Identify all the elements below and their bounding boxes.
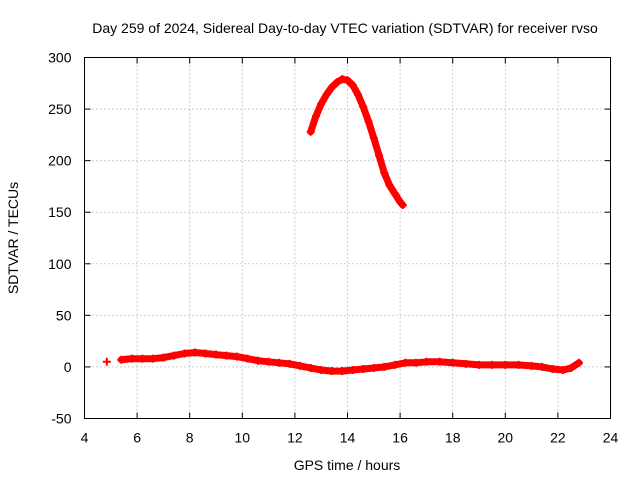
data-point	[501, 360, 510, 369]
data-point	[369, 363, 378, 372]
data-point	[475, 360, 483, 369]
data-point	[559, 366, 568, 375]
data-point	[296, 361, 305, 370]
y-tick-label: 100	[48, 256, 72, 272]
x-tick-label: 24	[603, 430, 619, 446]
data-point	[538, 362, 547, 371]
data-point	[354, 90, 363, 99]
data-point	[343, 76, 352, 85]
data-point	[138, 354, 147, 363]
data-point	[317, 99, 326, 108]
x-tick-label: 4	[81, 430, 89, 446]
data-point	[348, 81, 357, 90]
x-axis-label: GPS time / hours	[294, 457, 401, 473]
x-tick-label: 18	[445, 430, 461, 446]
data-point	[306, 363, 315, 372]
data-point	[422, 357, 431, 366]
data-point	[148, 354, 157, 363]
data-point	[190, 348, 199, 357]
data-point	[359, 364, 368, 373]
data-point	[435, 357, 444, 366]
data-point	[448, 358, 457, 367]
x-tick-label: 20	[498, 430, 514, 446]
plot-frame	[84, 57, 611, 419]
y-tick-label: 200	[48, 153, 72, 169]
data-point	[311, 112, 320, 121]
data-point	[380, 169, 389, 178]
data-point	[254, 356, 263, 365]
data-point	[380, 362, 389, 371]
data-point	[567, 363, 576, 372]
data-point	[461, 359, 470, 368]
data-point	[201, 349, 210, 358]
data-point	[527, 361, 536, 370]
y-tick-label: 250	[48, 101, 72, 117]
data-point	[548, 364, 557, 373]
data-point	[169, 351, 178, 360]
data-point	[264, 357, 273, 366]
data-point	[222, 351, 231, 360]
data-point	[369, 133, 378, 142]
data-point	[180, 349, 189, 358]
x-tick-label: 14	[340, 430, 356, 446]
y-tick-labels: -50 0 50 100 150 200 250 300	[48, 50, 72, 427]
data-point	[375, 151, 384, 160]
x-tick-label: 16	[392, 430, 408, 446]
series-low	[117, 348, 583, 376]
data-point	[338, 75, 347, 84]
data-point	[159, 353, 168, 362]
data-point	[322, 90, 331, 99]
y-tick-label: 150	[48, 204, 72, 220]
data-point	[390, 189, 399, 198]
data-point	[359, 103, 368, 112]
x-tick-label: 10	[235, 430, 251, 446]
data-point	[332, 78, 341, 87]
series-isolated	[102, 357, 111, 366]
data-point	[364, 117, 373, 126]
data-point	[117, 355, 126, 364]
x-tick-label: 22	[550, 430, 566, 446]
data-point	[327, 367, 336, 376]
data-point	[411, 358, 420, 367]
data-point	[514, 360, 523, 369]
x-tick-label: 6	[133, 430, 141, 446]
data-point	[233, 352, 242, 361]
y-tick-label: 0	[64, 359, 72, 375]
series-high	[306, 75, 407, 209]
y-axis-label: SDTVAR / TECUs	[5, 182, 21, 294]
grid	[84, 57, 611, 419]
data-point	[212, 350, 220, 359]
data-point	[338, 367, 347, 376]
data-point	[102, 357, 111, 366]
data-point	[327, 83, 336, 92]
y-tick-label: -50	[51, 411, 71, 427]
data-point	[127, 354, 136, 363]
data-points	[102, 75, 583, 376]
data-point	[401, 358, 410, 367]
y-tick-label: 50	[56, 307, 72, 323]
data-point	[275, 358, 284, 367]
data-point	[306, 127, 315, 136]
data-point	[348, 366, 357, 375]
y-tick-label: 300	[48, 50, 72, 66]
data-point	[243, 354, 252, 363]
data-point	[285, 359, 294, 368]
data-point	[390, 360, 399, 369]
data-point	[488, 360, 497, 369]
data-point	[317, 366, 326, 375]
x-tick-labels: 4 6 8 10 12 14 16 18 20 22 24	[81, 430, 619, 446]
data-point	[574, 358, 583, 367]
x-tick-label: 8	[186, 430, 194, 446]
chart-title: Day 259 of 2024, Sidereal Day-to-day VTE…	[92, 20, 598, 36]
data-point	[398, 200, 407, 209]
data-point	[385, 181, 394, 190]
x-tick-label: 12	[287, 430, 303, 446]
